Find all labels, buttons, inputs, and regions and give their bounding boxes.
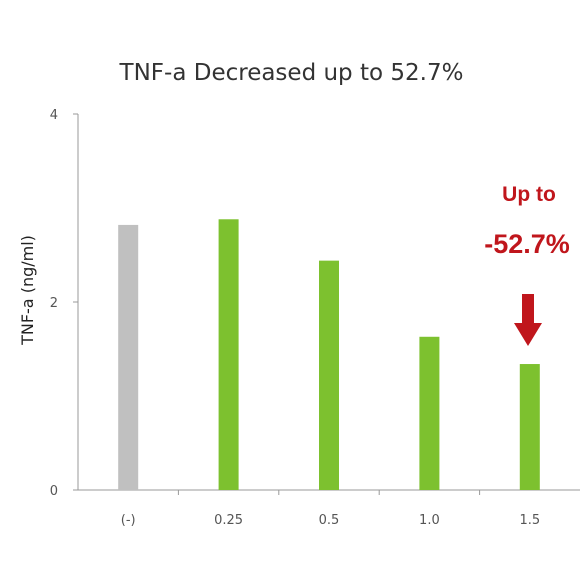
bar-0.25 — [218, 219, 239, 490]
annotation-line-1: Up to — [502, 183, 556, 206]
x-tick-label: 1.5 — [519, 513, 540, 528]
bars — [118, 219, 540, 491]
y-tick-label: 0 — [50, 484, 58, 499]
x-tick-label: 0.25 — [214, 513, 243, 528]
y-axis-label: TNF-a (ng/ml) — [18, 235, 37, 346]
bar-1.0 — [419, 336, 440, 490]
y-tick-label: 2 — [50, 296, 58, 311]
x-tick-label: 1.0 — [419, 513, 440, 528]
bar-1.5 — [519, 364, 540, 490]
y-tick-label: 4 — [50, 108, 58, 123]
bar-0.5 — [319, 260, 339, 490]
x-tick-label: 0.5 — [319, 513, 340, 528]
chart-title: TNF-a Decreased up to 52.7% — [119, 60, 464, 86]
x-ticks: (-) 0.25 0.5 1.0 1.5 — [121, 490, 540, 528]
down-arrow-icon — [514, 294, 542, 346]
x-tick-label: (-) — [121, 513, 136, 528]
y-ticks: 0 2 4 — [50, 108, 78, 499]
annotation-line-2: -52.7% — [484, 229, 570, 259]
bar-(-) — [118, 224, 139, 491]
reduction-annotation: Up to -52.7% — [484, 183, 570, 346]
